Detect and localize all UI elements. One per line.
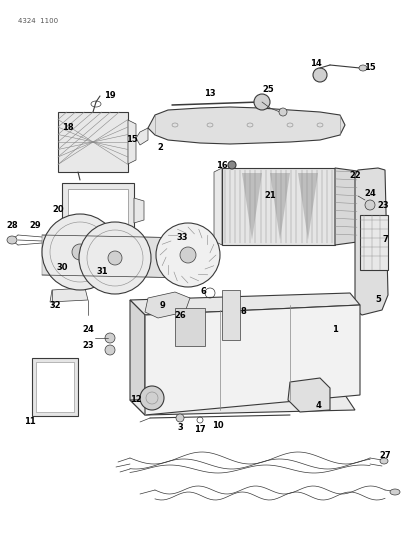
Text: 6: 6 (200, 287, 206, 296)
Text: 20: 20 (52, 206, 64, 214)
Text: 28: 28 (6, 221, 18, 230)
Text: 21: 21 (264, 190, 276, 199)
Polygon shape (128, 120, 136, 164)
Polygon shape (36, 362, 74, 412)
Polygon shape (62, 183, 134, 238)
Polygon shape (145, 305, 360, 415)
Text: 8: 8 (240, 308, 246, 317)
Polygon shape (355, 168, 388, 315)
Polygon shape (145, 292, 190, 318)
Text: 23: 23 (377, 200, 389, 209)
Ellipse shape (365, 200, 375, 210)
Polygon shape (222, 168, 335, 245)
Text: 30: 30 (56, 262, 68, 271)
Text: 32: 32 (49, 301, 61, 310)
Ellipse shape (390, 489, 400, 495)
Ellipse shape (140, 386, 164, 410)
Polygon shape (360, 215, 388, 270)
Polygon shape (32, 358, 78, 416)
Text: 2: 2 (157, 143, 163, 152)
Text: 27: 27 (379, 450, 391, 459)
Text: 5: 5 (375, 295, 381, 304)
Ellipse shape (380, 458, 388, 464)
Text: 23: 23 (82, 341, 94, 350)
Polygon shape (50, 288, 88, 302)
Polygon shape (136, 128, 148, 145)
Ellipse shape (7, 236, 17, 244)
Polygon shape (148, 107, 345, 144)
Ellipse shape (359, 65, 367, 71)
Polygon shape (222, 290, 240, 340)
Ellipse shape (72, 244, 88, 260)
Text: 4324  1100: 4324 1100 (18, 18, 58, 24)
Polygon shape (175, 308, 205, 346)
Text: 4: 4 (315, 400, 321, 409)
Text: 1: 1 (332, 326, 338, 335)
Polygon shape (335, 168, 357, 245)
Text: 9: 9 (159, 301, 165, 310)
Text: 14: 14 (310, 60, 322, 69)
Ellipse shape (105, 345, 115, 355)
Text: 19: 19 (104, 92, 116, 101)
Ellipse shape (79, 222, 151, 294)
Ellipse shape (180, 247, 196, 263)
Polygon shape (130, 293, 360, 315)
Ellipse shape (279, 108, 287, 116)
Text: 22: 22 (349, 171, 361, 180)
Text: 26: 26 (174, 311, 186, 320)
Text: 10: 10 (212, 421, 224, 430)
Ellipse shape (176, 414, 184, 422)
Polygon shape (134, 198, 144, 223)
Text: 11: 11 (24, 417, 36, 426)
Text: 17: 17 (194, 425, 206, 434)
Text: 29: 29 (29, 221, 41, 230)
Ellipse shape (228, 161, 236, 169)
Text: 16: 16 (216, 161, 228, 171)
Text: 7: 7 (382, 236, 388, 245)
Polygon shape (68, 189, 128, 232)
Ellipse shape (313, 68, 327, 82)
Text: 33: 33 (176, 232, 188, 241)
Ellipse shape (254, 94, 270, 110)
Text: 12: 12 (130, 395, 142, 405)
Polygon shape (270, 173, 290, 240)
Ellipse shape (156, 223, 220, 287)
Polygon shape (130, 395, 355, 415)
Polygon shape (214, 168, 222, 245)
Polygon shape (288, 378, 330, 412)
Ellipse shape (108, 251, 122, 265)
Text: 15: 15 (126, 135, 138, 144)
Text: 24: 24 (364, 189, 376, 198)
Text: 24: 24 (82, 326, 94, 335)
Text: 3: 3 (177, 424, 183, 432)
Text: 25: 25 (262, 85, 274, 94)
Text: 13: 13 (204, 90, 216, 99)
Polygon shape (42, 235, 195, 278)
Text: 18: 18 (62, 124, 74, 133)
Polygon shape (298, 173, 318, 240)
Ellipse shape (105, 333, 115, 343)
Text: 15: 15 (364, 63, 376, 72)
Polygon shape (58, 112, 128, 172)
Ellipse shape (42, 214, 118, 290)
Text: 31: 31 (96, 268, 108, 277)
Polygon shape (130, 300, 145, 415)
Polygon shape (242, 173, 262, 240)
